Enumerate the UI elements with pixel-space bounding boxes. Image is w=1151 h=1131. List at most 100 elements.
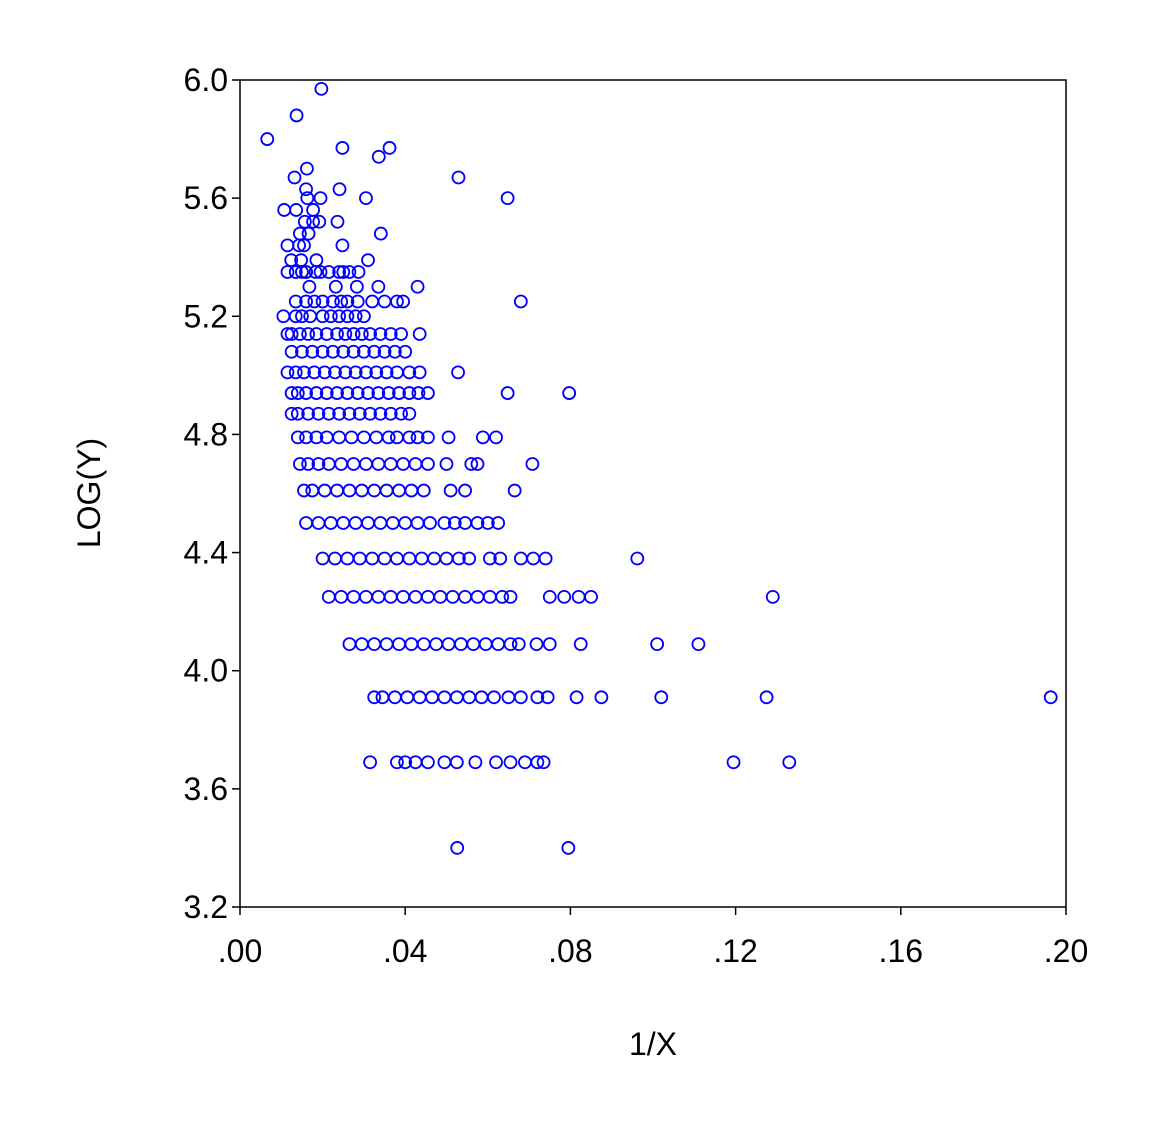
data-point [398,516,413,530]
data-point [317,365,332,380]
y-tick-label: 6.0 [184,62,228,98]
data-point [412,327,427,341]
data-point [361,386,375,400]
data-point [478,637,493,652]
data-point [726,755,741,770]
data-point [439,551,454,566]
data-point [573,637,588,652]
data-point [288,365,303,380]
data-point [290,430,305,445]
data-point [392,386,406,400]
data-point [354,483,369,498]
data-point [300,191,315,206]
data-point [361,253,375,268]
data-point [390,755,404,770]
data-point [562,386,577,400]
data-point [410,430,425,445]
data-point [557,589,572,604]
data-point [313,265,328,279]
data-point [458,483,472,498]
data-point [342,265,357,279]
data-point [330,214,345,229]
data-point [759,690,774,705]
data-point [489,430,503,445]
data-point [284,406,299,421]
data-point [500,386,515,400]
y-tick-label: 5.2 [184,298,228,334]
data-point [309,386,324,400]
data-point [363,406,377,421]
data-point [315,309,330,324]
data-point [433,589,448,604]
data-point [561,841,576,855]
data-point [346,457,361,471]
data-point [284,344,299,359]
y-tick-label: 4.4 [184,535,228,571]
data-point [373,327,388,341]
x-tick-label: .20 [1044,933,1088,969]
data-point [392,483,406,498]
data-point [306,203,321,217]
data-point [365,551,380,566]
data-point [491,637,506,652]
y-tick-label: 4.0 [184,653,228,689]
data-point [379,483,394,498]
data-point [441,430,456,445]
data-point [454,637,468,652]
data-point [650,637,665,652]
data-point [462,690,477,705]
data-point [511,637,526,652]
data-point [332,406,347,421]
data-point [299,294,313,309]
data-point [408,457,423,471]
data-point [346,327,361,341]
data-point [295,309,309,324]
data-point [305,344,320,359]
data-point [309,327,324,341]
data-point [377,551,392,566]
data-point [276,309,291,324]
data-point [470,589,485,604]
data-point [371,279,386,294]
data-point [654,690,669,705]
data-point [340,551,355,566]
data-point [332,265,347,279]
data-point [530,690,545,705]
data-point [315,551,330,566]
data-point [423,516,437,530]
x-tick-label: .16 [879,933,923,969]
data-point [410,516,425,530]
data-point [323,516,338,530]
data-point [421,386,435,400]
data-point [462,551,477,566]
data-point [361,516,375,530]
data-point [383,406,398,421]
data-point [584,589,598,604]
data-point [383,457,398,471]
data-point [474,690,489,705]
data-point [346,589,361,604]
data-point [363,327,377,341]
data-point [352,406,367,421]
data-point [367,690,382,705]
data-point [321,265,336,279]
data-point [334,589,349,604]
data-point [354,637,369,652]
data-point [335,141,350,155]
data-point [394,406,408,421]
data-point [458,589,472,604]
data-point [425,690,439,705]
data-point [470,516,485,530]
data-point [402,406,417,421]
data-point [402,430,417,445]
data-point [301,226,316,241]
data-point [321,406,336,421]
data-point [513,294,528,309]
data-point [367,344,382,359]
data-point [538,551,553,566]
data-point [301,327,316,341]
data-point [312,214,327,229]
data-point [284,253,299,268]
data-point [482,551,497,566]
data-point [303,309,318,324]
